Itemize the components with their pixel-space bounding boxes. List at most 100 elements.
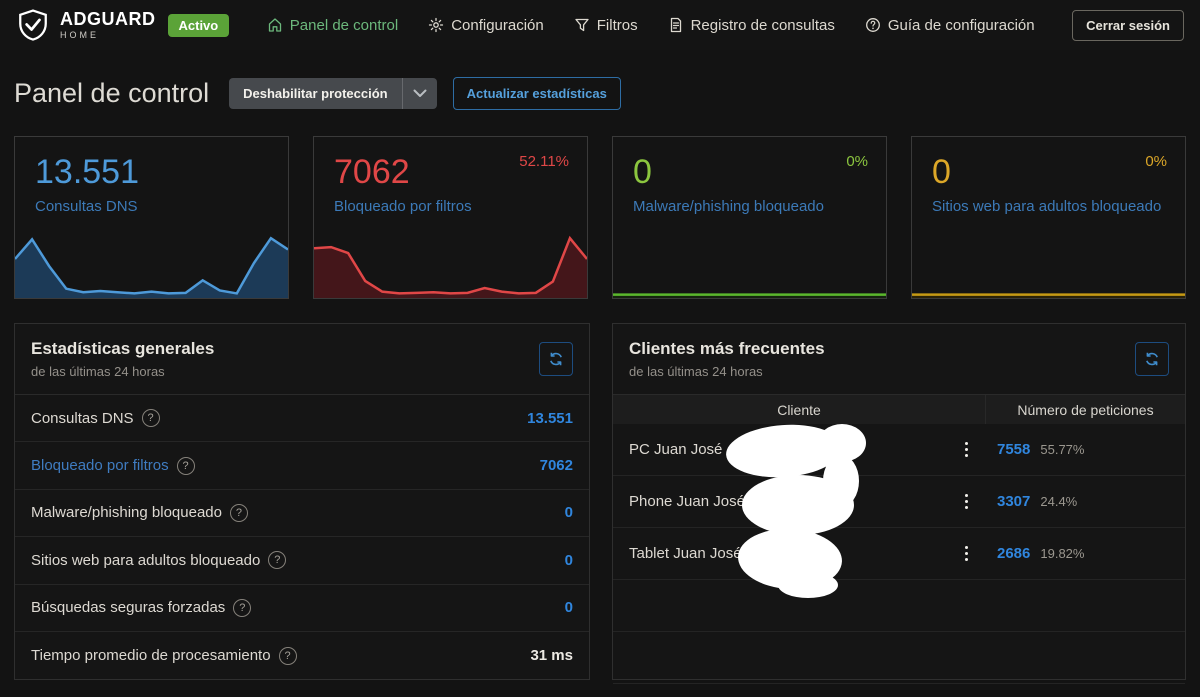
card-label[interactable]: Malware/phishing bloqueado	[633, 198, 824, 215]
stat-label: Sitios web para adultos bloqueado	[31, 551, 261, 569]
client-name[interactable]: PC Juan José	[629, 441, 723, 458]
card-label[interactable]: Consultas DNS	[35, 198, 138, 215]
card-label[interactable]: Sitios web para adultos bloqueado	[932, 198, 1162, 215]
help-icon[interactable]: ?	[233, 598, 252, 617]
stat-row-adult: Sitios web para adultos bloqueado ? 0	[15, 537, 589, 585]
top-clients-panel: Clientes más frecuentes de las últimas 2…	[612, 323, 1186, 684]
stat-row-blocked: Bloqueado por filtros ? 7062	[15, 442, 589, 490]
client-percent: 55.77%	[1040, 442, 1085, 457]
refresh-icon	[550, 352, 562, 366]
panel-title: Clientes más frecuentes	[629, 339, 825, 358]
refresh-button[interactable]	[1135, 342, 1169, 376]
nav-label: Panel de control	[289, 16, 399, 34]
card-label[interactable]: Bloqueado por filtros	[334, 198, 472, 215]
question-circle-icon	[865, 18, 880, 32]
stat-row-safesearch: Búsquedas seguras forzadas ? 0	[15, 585, 589, 632]
stat-label-link[interactable]: Bloqueado por filtros	[31, 457, 169, 475]
disable-protection-label[interactable]: Deshabilitar protección	[243, 86, 388, 101]
document-icon	[670, 17, 681, 33]
card-adult-blocked: 0% 0 Sitios web para adultos bloqueado	[911, 136, 1186, 299]
empty-table-row	[613, 632, 1185, 684]
client-percent: 24.4%	[1040, 494, 1078, 509]
protection-dropdown-toggle[interactable]	[401, 78, 437, 109]
stat-row-processing-time: Tiempo promedio de procesamiento ? 31 ms	[15, 632, 589, 679]
home-icon	[268, 18, 281, 32]
client-row: PC Juan José 7558 55.77%	[613, 424, 1185, 476]
client-requests[interactable]: 2686	[997, 545, 1031, 562]
filter-funnel-icon	[575, 18, 589, 32]
card-value: 0	[932, 153, 951, 191]
help-icon[interactable]: ?	[278, 646, 297, 665]
logout-button[interactable]: Cerrar sesión	[1072, 9, 1184, 41]
client-requests[interactable]: 3307	[997, 493, 1031, 510]
refresh-statistics-button[interactable]: Actualizar estadísticas	[452, 77, 621, 110]
stat-value: 13.551	[527, 409, 573, 427]
card-percent: 0%	[1145, 153, 1167, 170]
client-requests[interactable]: 7558	[997, 441, 1031, 458]
card-malware-blocked: 0% 0 Malware/phishing bloqueado	[612, 136, 887, 299]
stat-value: 7062	[539, 457, 573, 475]
gear-icon	[429, 17, 444, 33]
stat-value: 31 ms	[530, 647, 573, 665]
blocked-sparkline-chart	[314, 232, 587, 298]
client-name[interactable]: Phone Juan José	[629, 493, 745, 510]
stat-value: 0	[564, 504, 573, 522]
malware-sparkline-chart	[613, 232, 886, 298]
nav-query-log[interactable]: Registro de consultas	[668, 17, 835, 34]
main-nav: Panel de control Configuración Filtros R…	[267, 17, 1035, 34]
card-blocked-by-filters: 52.11% 7062 Bloqueado por filtros	[313, 136, 588, 299]
disable-protection-button[interactable]: Deshabilitar protección	[229, 78, 437, 109]
kebab-menu-icon[interactable]	[947, 442, 985, 457]
stat-label: Tiempo promedio de procesamiento	[31, 647, 271, 665]
nav-settings[interactable]: Configuración	[428, 17, 544, 34]
card-percent: 52.11%	[519, 153, 569, 170]
card-value: 13.551	[35, 153, 139, 191]
refresh-icon	[1146, 352, 1158, 366]
client-row: Phone Juan José 3307 24.4%	[613, 476, 1185, 528]
empty-table-row	[613, 580, 1185, 632]
page-title: Panel de control	[14, 78, 210, 108]
panel-subtitle: de las últimas 24 horas	[629, 364, 763, 379]
column-requests: Número de peticiones	[985, 395, 1185, 424]
stat-value: 0	[564, 599, 573, 617]
general-stats-panel: Estadísticas generales de las últimas 24…	[14, 323, 590, 680]
stat-label: Consultas DNS	[31, 409, 134, 427]
panel-subtitle: de las últimas 24 horas	[31, 364, 165, 379]
status-badge: Activo	[167, 13, 230, 37]
kebab-menu-icon[interactable]	[947, 494, 985, 509]
stat-label: Búsquedas seguras forzadas	[31, 599, 226, 617]
card-value: 7062	[334, 153, 410, 191]
nav-dashboard[interactable]: Panel de control	[267, 17, 398, 34]
help-icon[interactable]: ?	[141, 409, 160, 428]
card-percent: 0%	[846, 153, 868, 170]
card-value: 0	[633, 153, 652, 191]
nav-filters[interactable]: Filtros	[574, 17, 638, 34]
chevron-down-icon	[413, 89, 427, 97]
stat-cards: 13.551 Consultas DNS 52.11% 7062 Bloquea…	[14, 136, 1186, 299]
help-icon[interactable]: ?	[229, 503, 248, 522]
client-name[interactable]: Tablet Juan José	[629, 545, 742, 562]
shield-check-icon	[19, 9, 47, 41]
clients-table-header: Cliente Número de peticiones	[613, 395, 1185, 424]
card-dns-queries: 13.551 Consultas DNS	[14, 136, 289, 299]
stat-value: 0	[564, 551, 573, 569]
nav-label: Configuración	[451, 16, 544, 34]
column-client: Cliente	[777, 401, 821, 418]
dns-sparkline-chart	[15, 232, 288, 298]
panel-title: Estadísticas generales	[31, 339, 215, 358]
client-percent: 19.82%	[1040, 546, 1085, 561]
nav-label: Guía de configuración	[887, 16, 1035, 34]
nav-label: Filtros	[596, 16, 638, 34]
top-navbar: ADGUARD HOME Activo Panel de control Con…	[0, 0, 1200, 50]
brand-sub: HOME	[60, 30, 99, 40]
kebab-menu-icon[interactable]	[947, 546, 985, 561]
nav-setup-guide[interactable]: Guía de configuración	[865, 17, 1035, 34]
refresh-button[interactable]	[539, 342, 573, 376]
help-icon[interactable]: ?	[268, 551, 287, 570]
stat-label: Malware/phishing bloqueado	[31, 504, 222, 522]
help-icon[interactable]: ?	[176, 456, 195, 475]
nav-label: Registro de consultas	[690, 16, 835, 34]
adguard-logo[interactable]: ADGUARD HOME	[16, 8, 156, 42]
stat-row-dns: Consultas DNS ? 13.551	[15, 395, 589, 443]
brand-name: ADGUARD	[60, 9, 156, 29]
